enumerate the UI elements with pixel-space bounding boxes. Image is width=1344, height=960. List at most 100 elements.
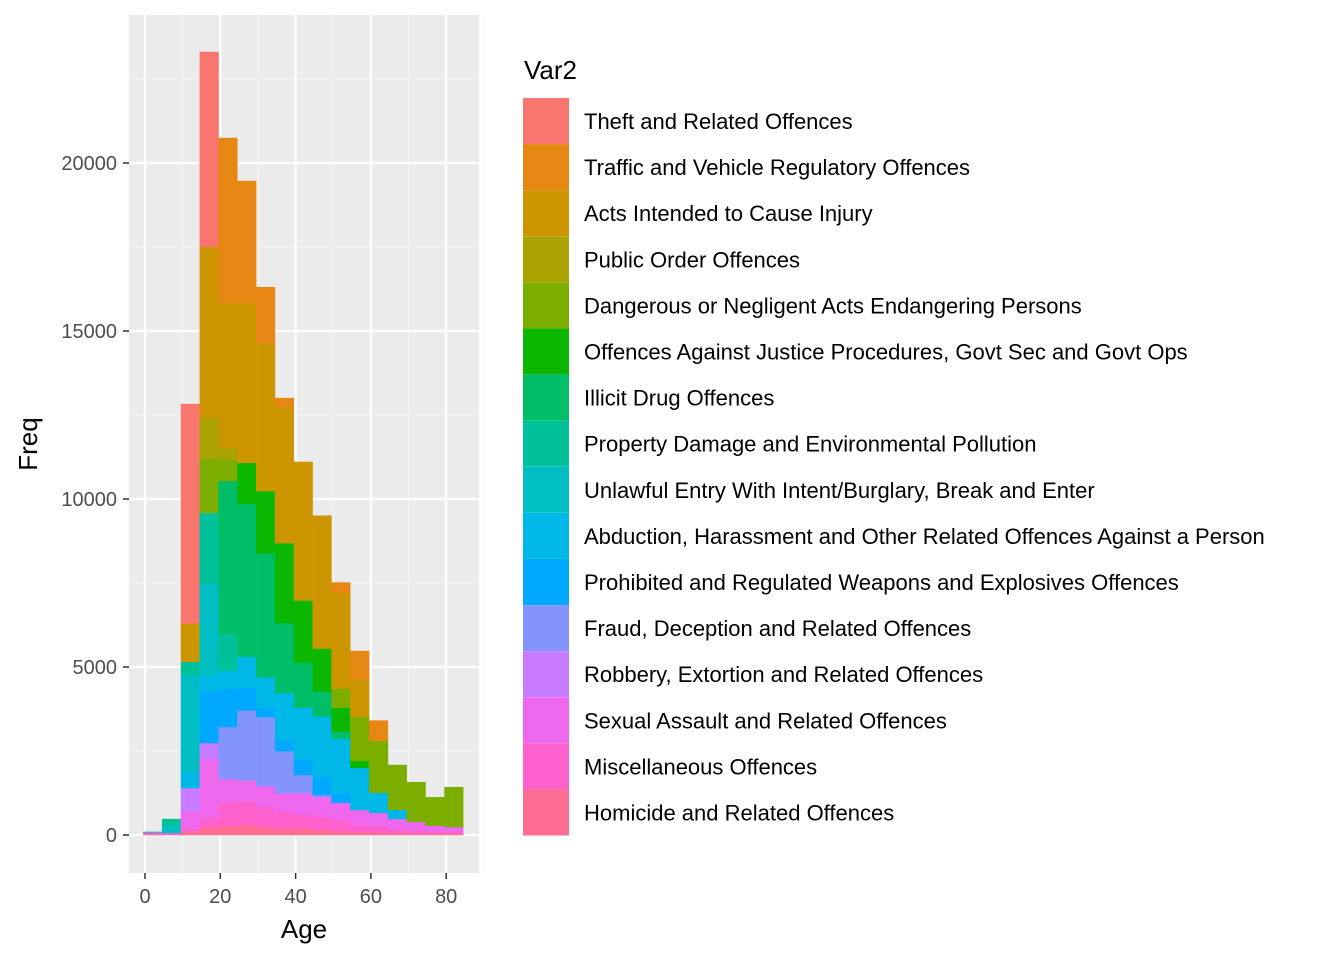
bar-segment bbox=[425, 831, 445, 834]
bar-segment bbox=[293, 759, 313, 776]
bar-segment bbox=[369, 720, 389, 741]
bar-segment bbox=[293, 707, 313, 761]
legend-label: Theft and Related Offences bbox=[584, 109, 853, 134]
bar-segment bbox=[256, 806, 276, 828]
bar-segment bbox=[331, 792, 351, 804]
bar-segment bbox=[369, 792, 389, 814]
bar-segment bbox=[218, 137, 238, 304]
bar-segment bbox=[218, 726, 238, 780]
bar-segment bbox=[293, 774, 313, 794]
bar-segment bbox=[312, 796, 332, 818]
bar-segment bbox=[180, 828, 200, 832]
bar-segment bbox=[406, 821, 426, 831]
legend-key bbox=[523, 466, 569, 513]
bar-segment bbox=[199, 417, 219, 459]
bar-segment bbox=[180, 771, 200, 789]
bar-segment bbox=[350, 831, 370, 836]
bar-segment bbox=[387, 809, 407, 820]
legend-key bbox=[523, 559, 569, 605]
bar-segment bbox=[425, 833, 445, 836]
bar-segment bbox=[218, 302, 238, 449]
legend: Var2 Theft and Related Offences Traffic a… bbox=[523, 55, 1265, 836]
bar-segment bbox=[199, 817, 219, 828]
bar-segment bbox=[256, 717, 276, 787]
bar-segment bbox=[218, 633, 238, 671]
bar-segment bbox=[256, 553, 276, 678]
bar-segment bbox=[331, 738, 351, 793]
legend-label: Abduction, Harassment and Other Related … bbox=[584, 524, 1265, 549]
legend-label: Miscellaneous Offences bbox=[584, 754, 817, 779]
legend-key bbox=[523, 512, 569, 559]
bar-segment bbox=[350, 809, 370, 826]
bar-segment bbox=[237, 710, 257, 781]
bar-segment bbox=[199, 690, 219, 744]
bar-segment bbox=[331, 819, 351, 832]
bar-segment bbox=[444, 831, 464, 834]
bar-segment bbox=[199, 458, 219, 514]
bar-segment bbox=[256, 490, 276, 554]
legend-key bbox=[523, 789, 569, 836]
bar-segment bbox=[369, 740, 389, 793]
bar-segment bbox=[331, 592, 351, 689]
bar-segment bbox=[387, 828, 407, 834]
y-tick-label: 10000 bbox=[61, 489, 117, 511]
bar-segment bbox=[274, 543, 295, 624]
legend-label: Public Order Offences bbox=[584, 247, 800, 272]
bar-segment bbox=[293, 814, 313, 829]
bar-segment bbox=[293, 662, 313, 708]
bar-segment bbox=[293, 461, 313, 601]
legend-key bbox=[523, 98, 569, 144]
y-tick-label: 0 bbox=[106, 825, 117, 847]
bar-segment bbox=[218, 688, 238, 728]
x-tick-label: 80 bbox=[435, 886, 457, 908]
bar-segment bbox=[218, 802, 238, 827]
bar-segment bbox=[237, 462, 257, 505]
bar-segment bbox=[218, 459, 238, 482]
legend-key bbox=[523, 190, 569, 237]
bar-segment bbox=[293, 828, 313, 836]
bar-segment bbox=[425, 825, 445, 832]
bar-segment bbox=[331, 830, 351, 836]
bar-segment bbox=[312, 716, 332, 777]
bar-segment bbox=[218, 480, 238, 635]
bar-segment bbox=[218, 778, 238, 804]
x-axis-title: Age bbox=[281, 914, 327, 944]
bar-segment bbox=[331, 707, 351, 732]
legend-key bbox=[523, 697, 569, 744]
bar-segment bbox=[237, 503, 257, 657]
bar-segment bbox=[199, 759, 219, 819]
bar-segment bbox=[199, 826, 219, 836]
bar-segment bbox=[180, 623, 200, 662]
legend-label: Sexual Assault and Related Offences bbox=[584, 708, 947, 733]
bar-segment bbox=[180, 674, 200, 773]
legend-label: Dangerous or Negligent Acts Endangering … bbox=[584, 293, 1082, 318]
legend-key bbox=[523, 328, 569, 375]
bar-segment bbox=[444, 826, 464, 832]
legend-key bbox=[523, 144, 569, 191]
bar-segment bbox=[293, 793, 313, 816]
bar-segment bbox=[274, 692, 295, 741]
legend-label: Prohibited and Regulated Weapons and Exp… bbox=[584, 570, 1179, 595]
bar-segment bbox=[312, 829, 332, 836]
bar-segment bbox=[312, 816, 332, 831]
bar-segment bbox=[237, 302, 257, 464]
x-tick-label: 0 bbox=[139, 886, 150, 908]
bar-segment bbox=[256, 677, 276, 709]
legend-label: Fraud, Deception and Related Offences bbox=[584, 616, 971, 641]
bar-segment bbox=[369, 832, 389, 836]
bar-segment bbox=[350, 650, 370, 680]
bar-segment bbox=[274, 812, 295, 829]
bar-segment bbox=[199, 742, 219, 760]
bar-segment bbox=[387, 818, 407, 830]
y-tick-label: 20000 bbox=[61, 153, 117, 175]
legend-key bbox=[523, 651, 569, 698]
bar-segment bbox=[331, 802, 351, 821]
bar-segment bbox=[180, 831, 200, 836]
legend-label: Robbery, Extortion and Related Offences bbox=[584, 662, 983, 687]
bar-segment bbox=[256, 286, 276, 344]
bar-segment bbox=[274, 397, 295, 408]
bar-segment bbox=[199, 246, 219, 418]
bar-segment bbox=[256, 785, 276, 808]
bar-segment bbox=[237, 687, 257, 711]
bar-segment bbox=[444, 786, 464, 828]
